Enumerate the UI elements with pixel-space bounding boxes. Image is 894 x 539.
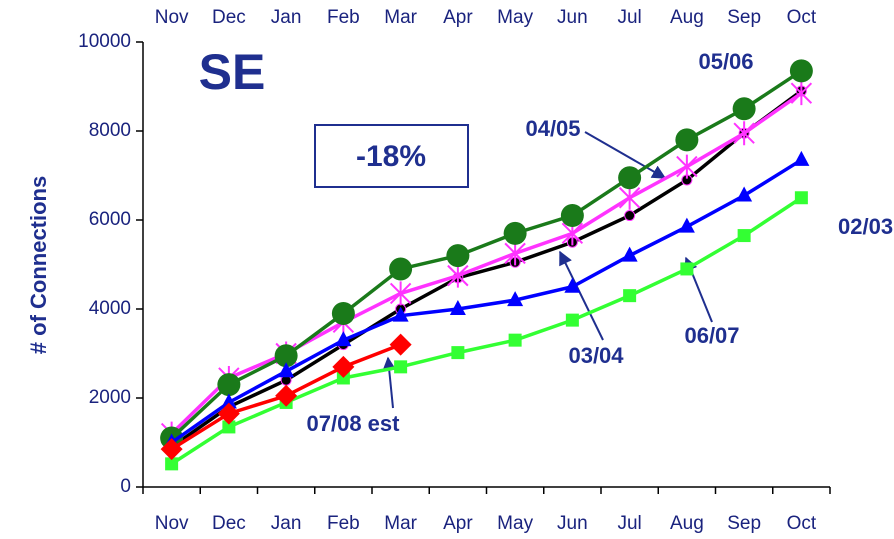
x-tick-label: Jan bbox=[271, 513, 302, 534]
x-tick-label: Jun bbox=[557, 513, 588, 534]
arrow bbox=[382, 356, 397, 409]
annotation: -18% bbox=[356, 140, 426, 173]
x-tick-label-top: Mar bbox=[384, 7, 417, 28]
marker bbox=[160, 438, 183, 461]
x-tick-label: Jul bbox=[617, 513, 641, 534]
x-tick-label-top: Jan bbox=[271, 7, 302, 28]
series-line bbox=[170, 196, 803, 466]
series bbox=[166, 85, 807, 453]
marker bbox=[451, 346, 465, 360]
marker bbox=[447, 263, 469, 288]
marker bbox=[335, 331, 352, 347]
marker bbox=[565, 313, 579, 327]
series-label: 02/03 bbox=[838, 214, 893, 239]
arrow bbox=[559, 250, 604, 341]
marker bbox=[732, 97, 756, 121]
y-tick-label: 10000 bbox=[78, 31, 131, 52]
x-tick-label: May bbox=[497, 513, 533, 534]
x-tick-label-top: Apr bbox=[443, 7, 473, 28]
y-tick-label: 0 bbox=[120, 476, 131, 497]
marker bbox=[733, 121, 755, 146]
chart-title: SE bbox=[199, 44, 266, 100]
x-tick-label: Aug bbox=[670, 513, 704, 534]
x-tick-label: Sep bbox=[727, 513, 761, 534]
marker bbox=[278, 362, 295, 378]
x-tick-label: Dec bbox=[212, 513, 246, 534]
x-tick-label-top: Sep bbox=[727, 7, 761, 28]
marker bbox=[217, 402, 240, 425]
marker bbox=[618, 185, 641, 210]
y-tick-label: 6000 bbox=[89, 209, 131, 230]
y-tick-label: 8000 bbox=[89, 120, 131, 141]
series-label: 03/04 bbox=[568, 343, 624, 368]
x-tick-label-top: Dec bbox=[212, 7, 246, 28]
marker bbox=[222, 420, 236, 434]
marker bbox=[789, 59, 813, 83]
y-tick-label: 2000 bbox=[89, 387, 131, 408]
marker bbox=[624, 210, 636, 222]
marker bbox=[507, 291, 524, 307]
series-line bbox=[170, 89, 803, 449]
marker bbox=[217, 373, 241, 397]
series bbox=[160, 333, 412, 461]
series bbox=[160, 59, 813, 450]
marker bbox=[790, 81, 813, 106]
marker bbox=[618, 166, 642, 190]
marker bbox=[508, 333, 522, 347]
series-label: 05/06 bbox=[698, 49, 753, 74]
marker bbox=[793, 150, 810, 166]
x-tick-label: Oct bbox=[787, 513, 817, 534]
series-label: 06/07 bbox=[684, 323, 739, 348]
marker bbox=[449, 300, 466, 315]
marker bbox=[389, 281, 412, 306]
marker bbox=[675, 128, 699, 152]
x-tick-label: Feb bbox=[327, 513, 360, 534]
marker bbox=[560, 204, 584, 228]
marker bbox=[274, 344, 298, 368]
marker bbox=[389, 257, 413, 281]
x-tick-label-top: Jun bbox=[557, 7, 588, 28]
marker bbox=[794, 191, 808, 205]
marker bbox=[504, 241, 526, 266]
y-tick-label: 4000 bbox=[89, 298, 131, 319]
x-tick-label-top: Jul bbox=[617, 7, 641, 28]
x-tick-label-top: Feb bbox=[327, 7, 360, 28]
marker bbox=[446, 244, 470, 268]
marker bbox=[676, 154, 698, 179]
annotation-box bbox=[314, 124, 469, 188]
marker bbox=[275, 384, 298, 407]
marker bbox=[623, 289, 637, 303]
marker bbox=[332, 355, 355, 378]
marker bbox=[736, 186, 753, 202]
marker bbox=[389, 333, 412, 356]
marker bbox=[336, 371, 350, 385]
marker bbox=[564, 277, 581, 293]
marker bbox=[503, 221, 527, 245]
series-label: 04/05 bbox=[525, 116, 580, 141]
marker bbox=[220, 393, 237, 409]
x-tick-label: Nov bbox=[155, 513, 189, 534]
marker bbox=[678, 217, 695, 233]
marker bbox=[737, 229, 751, 243]
x-tick-label: Apr bbox=[443, 513, 473, 534]
x-tick-label-top: May bbox=[497, 7, 533, 28]
series-label: 07/08 est bbox=[307, 411, 401, 436]
x-tick-label-top: Aug bbox=[670, 7, 704, 28]
x-tick-label-top: Oct bbox=[787, 7, 817, 28]
marker bbox=[680, 262, 694, 276]
x-tick-label-top: Nov bbox=[155, 7, 189, 28]
marker bbox=[392, 306, 409, 322]
series-line bbox=[170, 158, 803, 444]
series bbox=[165, 191, 808, 471]
marker bbox=[165, 457, 179, 471]
marker bbox=[331, 301, 355, 325]
marker bbox=[621, 246, 638, 262]
x-tick-label: Mar bbox=[384, 513, 417, 534]
arrow bbox=[584, 131, 667, 179]
y-axis-label: # of Connections bbox=[26, 176, 51, 354]
marker bbox=[394, 360, 408, 374]
